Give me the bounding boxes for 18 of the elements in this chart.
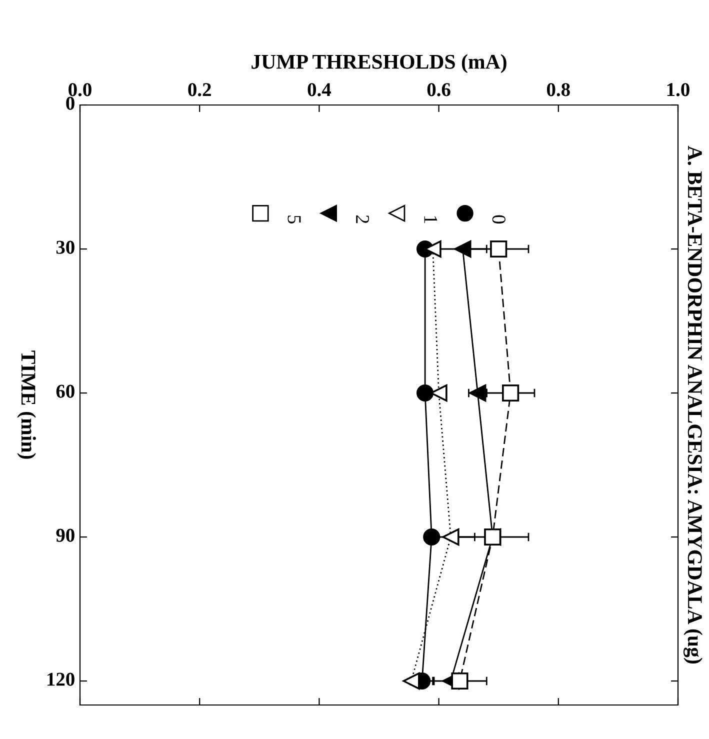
- legend-label: 1: [424, 216, 438, 224]
- legend-label: 2: [356, 215, 370, 224]
- x-tick-label: 0.4: [308, 83, 331, 96]
- x-axis-title: JUMP THRESHOLDS (mA): [252, 54, 506, 74]
- x-tick-label: 1.0: [667, 83, 690, 96]
- legend-label: 5: [288, 216, 301, 224]
- x-tick-label: 0.0: [68, 83, 92, 96]
- x-tick-label: 0.2: [188, 83, 211, 96]
- y-tick-label: 90: [56, 528, 74, 542]
- text: A. BETA-ENDORPHIN ANALGESIA: AMYGDALA (ug): [683, 146, 703, 664]
- y-tick-label: 0: [66, 96, 74, 110]
- x-tick-label: 0.6: [427, 83, 450, 96]
- y-axis-title: TIME (min): [17, 350, 36, 459]
- y-tick-label: 60: [56, 384, 74, 398]
- y-tick-label: 120: [48, 672, 74, 686]
- legend-label: 0: [492, 215, 506, 224]
- x-tick-label: 0.8: [546, 83, 570, 96]
- y-tick-label: 30: [56, 240, 74, 254]
